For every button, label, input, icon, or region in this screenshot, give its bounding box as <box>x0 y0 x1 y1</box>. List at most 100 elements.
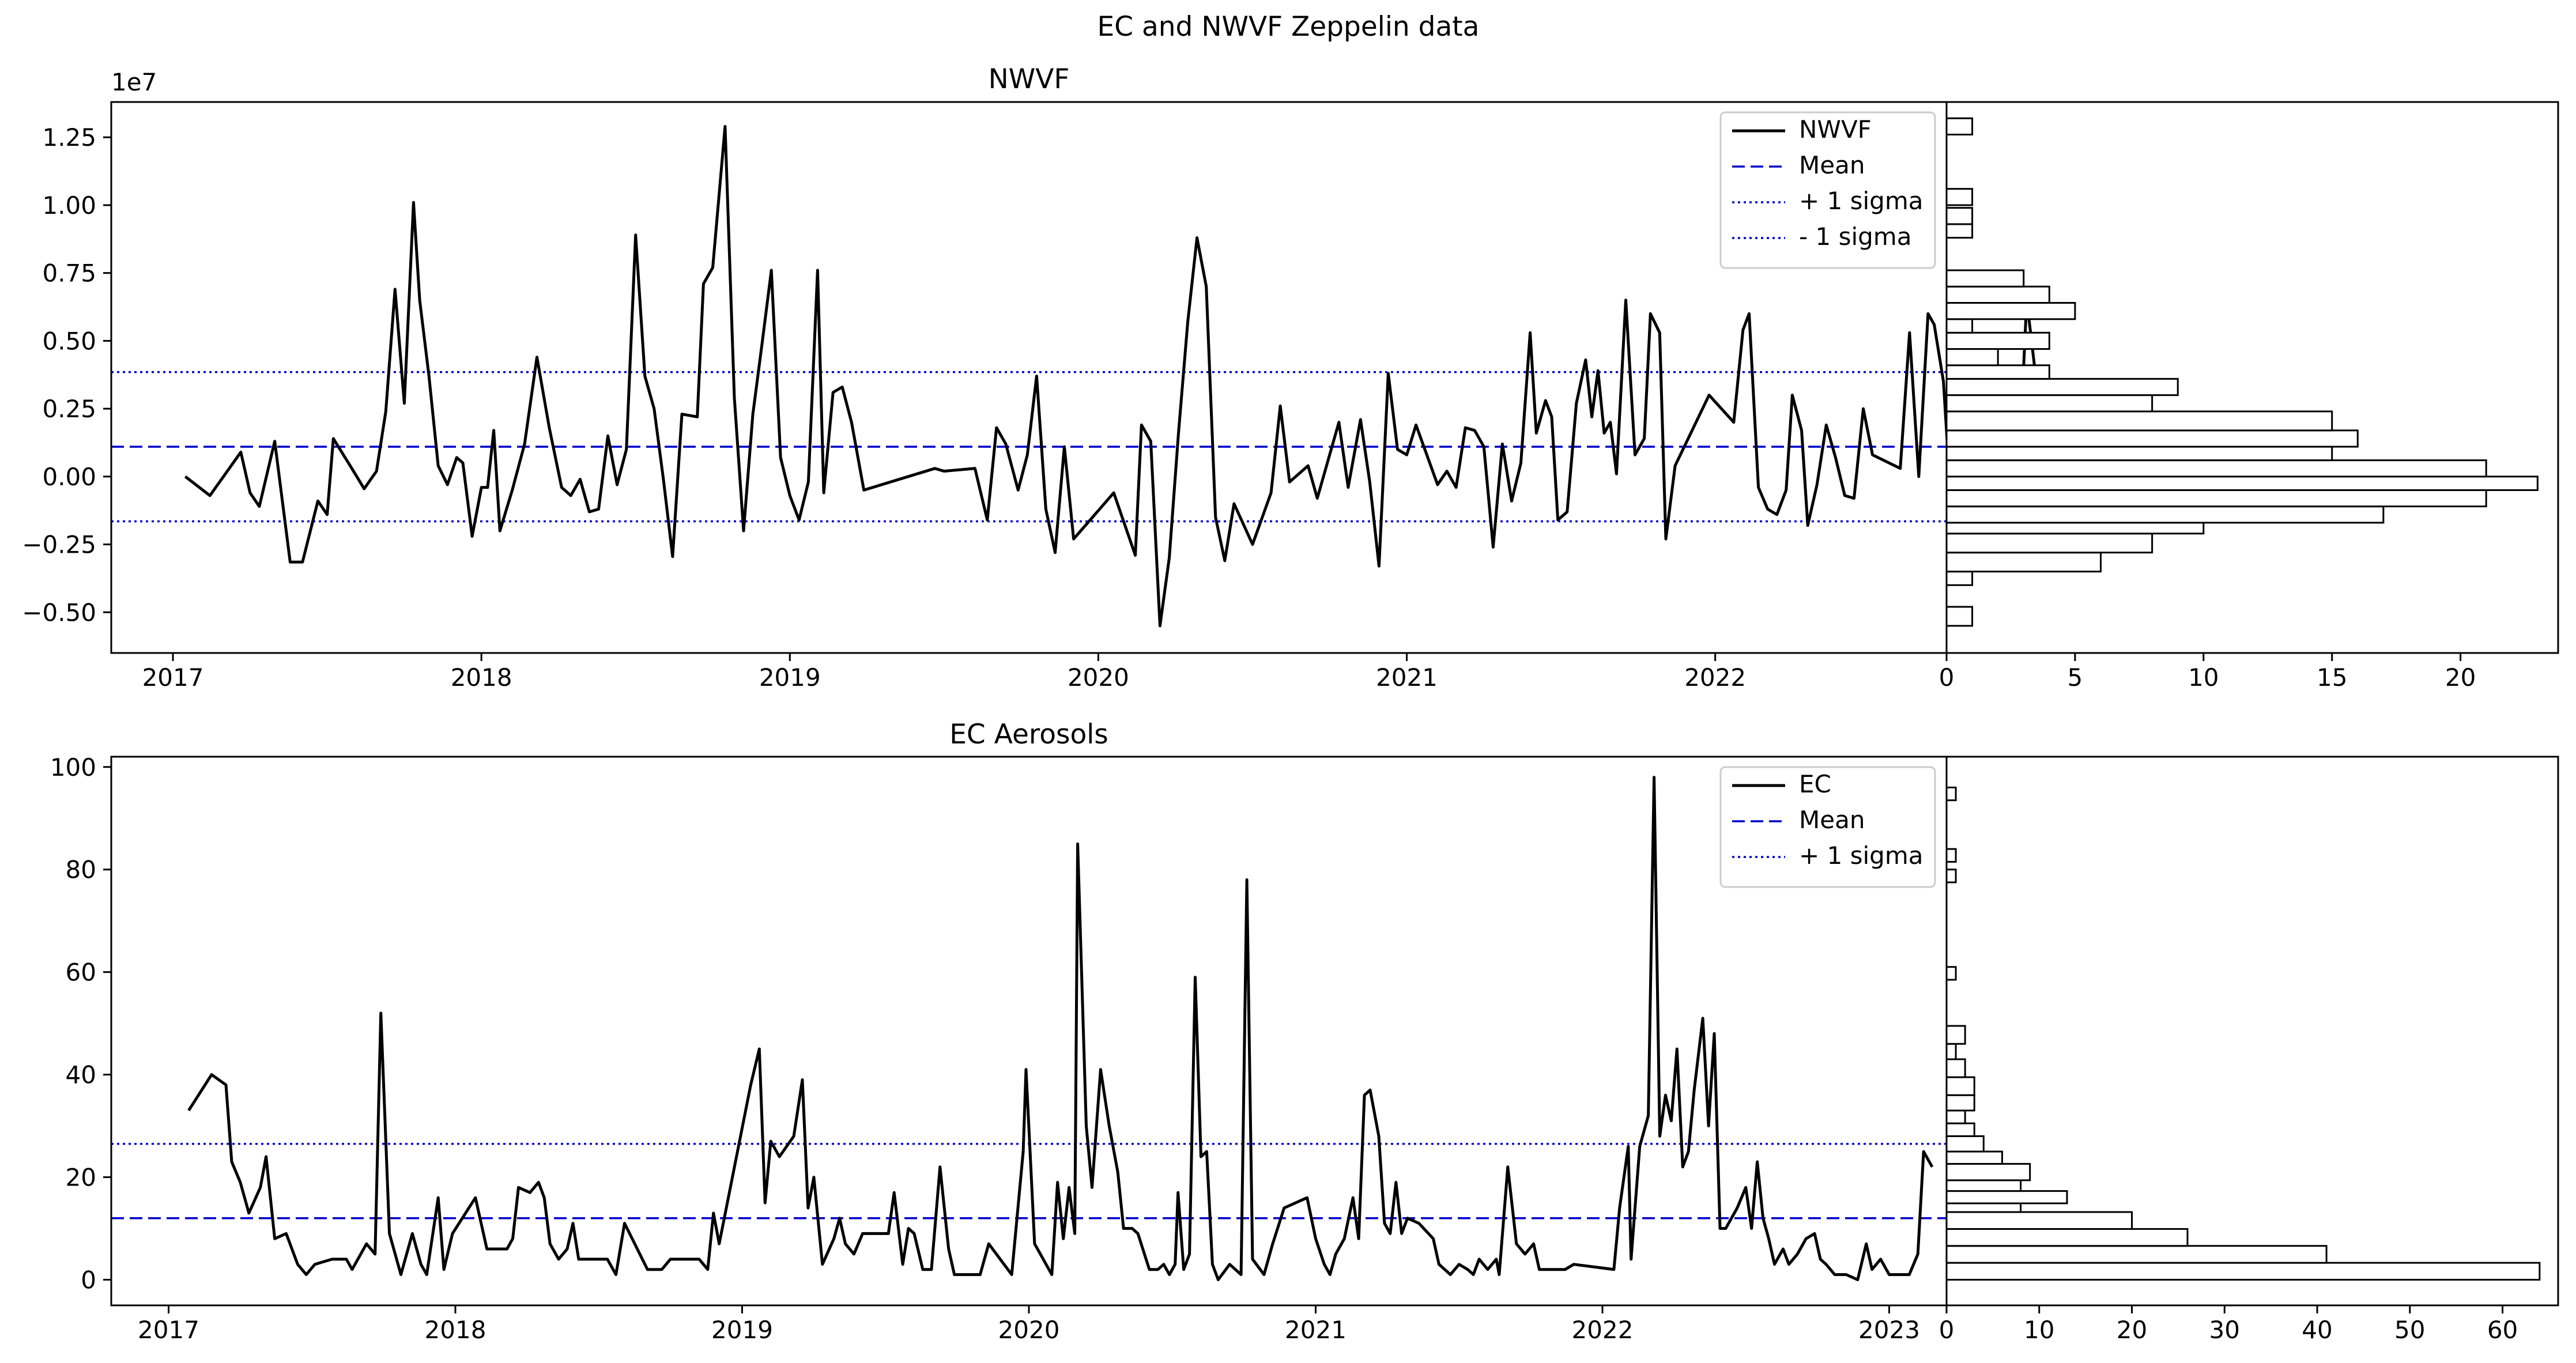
histogram-x-tick-label: 0 <box>1939 663 1955 692</box>
legend-label: EC <box>1799 770 1831 798</box>
histogram-bar <box>1945 269 2025 288</box>
histogram-x-tick-label: 10 <box>2188 663 2219 692</box>
x-tick-label: 2018 <box>425 1316 486 1344</box>
histogram-bar <box>1945 223 1974 239</box>
histogram-bar <box>1945 207 1974 225</box>
histogram-bar <box>1945 869 1957 884</box>
y-tick-label: −0.25 <box>22 531 96 559</box>
histogram-bar <box>1945 429 2359 448</box>
y-tick-label: 60 <box>66 958 96 987</box>
histogram-bar <box>1945 1122 1975 1137</box>
histogram-x-tick-label: 20 <box>2117 1316 2147 1344</box>
histogram-bar <box>1945 410 2333 432</box>
histogram-bar <box>1945 475 2539 491</box>
histogram-bar <box>1945 533 2153 554</box>
y-tick-label: 0.50 <box>42 327 96 355</box>
panel-1: NWVF 2017 2018 2019 2020 2021 2022 −0.50 −0.25 0.… <box>22 63 2559 692</box>
histogram-x-tick-label: 10 <box>2024 1316 2054 1344</box>
histogram-bar <box>1945 1245 2328 1264</box>
y-tick-label: 1.25 <box>42 123 96 152</box>
legend: EC Mean + 1 sigma <box>1719 766 1936 888</box>
histogram-bar <box>1945 377 2179 397</box>
histogram-bar <box>1945 1211 2133 1230</box>
histogram-bar <box>1945 1094 1975 1112</box>
legend-label: + 1 sigma <box>1799 841 1923 870</box>
histogram-bar <box>1945 1058 1966 1078</box>
histogram-bar <box>1945 445 2333 462</box>
histogram-x-tick-label: 20 <box>2445 663 2476 692</box>
histogram-x-tick-label: 60 <box>2487 1316 2518 1344</box>
x-tick-label: 2019 <box>711 1316 773 1344</box>
histogram-bar <box>1945 348 1999 367</box>
histogram-bar <box>1945 606 1974 627</box>
histogram-bar <box>1945 117 1974 136</box>
x-tick-label: 2018 <box>451 663 512 692</box>
histogram-bar <box>1945 1025 1966 1045</box>
histogram-bar <box>1945 1043 1957 1060</box>
legend-label: - 1 sigma <box>1799 222 1911 251</box>
histogram-x-tick-label: 15 <box>2317 663 2347 692</box>
histogram-bar <box>1945 1202 2022 1213</box>
x-tick-label: 2019 <box>759 663 821 692</box>
histogram-x-tick-label: 50 <box>2394 1316 2425 1344</box>
histogram-bar <box>1945 1150 2003 1165</box>
y-tick-label: −0.50 <box>22 598 96 626</box>
x-tick-label: 2021 <box>1376 663 1438 692</box>
histogram-bar <box>1945 571 1974 586</box>
histogram-bar <box>1945 459 2487 478</box>
histogram-bar <box>1945 786 1957 802</box>
histogram-axes-frame <box>1945 756 2559 1307</box>
histogram-bar <box>1945 848 1957 863</box>
legend-label: + 1 sigma <box>1799 187 1923 215</box>
panel-title: NWVF <box>989 63 1070 95</box>
x-tick-label: 2022 <box>1572 1316 1634 1344</box>
histogram-bar <box>1945 489 2487 508</box>
x-tick-label: 2023 <box>1858 1316 1920 1344</box>
histogram-bar <box>1945 1162 2031 1181</box>
x-tick-label: 2021 <box>1285 1316 1347 1344</box>
y-offset-label: 1e7 <box>111 68 157 96</box>
legend: NWVF Mean + 1 sigma - 1 sigma <box>1719 111 1936 269</box>
legend-frame <box>1719 111 1936 269</box>
x-tick-label: 2017 <box>138 1316 199 1344</box>
histogram-bar <box>1945 1076 1975 1096</box>
histogram-bar <box>1945 1228 2189 1247</box>
histogram-bar <box>1945 364 2050 380</box>
y-tick-label: 80 <box>66 856 96 884</box>
histogram-bar <box>1945 1179 2022 1192</box>
x-tick-label: 2020 <box>1068 663 1129 692</box>
histogram-bar <box>1945 318 1974 334</box>
y-tick-label: 1.00 <box>42 191 96 220</box>
histogram-x-tick-label: 0 <box>1939 1316 1955 1344</box>
histogram-bar <box>1945 966 1957 981</box>
histogram-axes-frame <box>1945 101 2559 654</box>
figure-title: EC and NWVF Zeppelin data <box>1097 11 1480 43</box>
histogram-bar <box>1945 285 2050 304</box>
histogram-bar <box>1945 522 2205 535</box>
histogram-bar <box>1945 301 2076 320</box>
series-line-ec <box>187 776 1934 1281</box>
x-tick-label: 2020 <box>998 1316 1060 1344</box>
y-tick-label: 0.25 <box>42 395 96 423</box>
histogram-bar <box>1945 1190 2068 1205</box>
histogram-x-tick-label: 5 <box>2068 663 2083 692</box>
histogram-bar <box>1945 1109 1966 1124</box>
y-tick-label: 20 <box>66 1164 96 1192</box>
y-tick-label: 40 <box>66 1061 96 1089</box>
x-tick-label: 2017 <box>142 663 204 692</box>
y-tick-label: 0.00 <box>42 463 96 491</box>
histogram-bar <box>1945 188 1974 206</box>
series-line-nwvf <box>184 124 2075 628</box>
histogram-bar <box>1945 505 2385 524</box>
histogram-bar <box>1945 552 2102 573</box>
histogram-bar <box>1945 1135 1985 1153</box>
histogram-x-tick-label: 30 <box>2209 1316 2240 1344</box>
x-tick-label: 2022 <box>1684 663 1746 692</box>
legend-label: NWVF <box>1799 115 1872 144</box>
legend-label: Mean <box>1799 151 1865 179</box>
histogram-bar <box>1945 1262 2541 1281</box>
y-tick-label: 100 <box>50 753 96 781</box>
panel-title: EC Aerosols <box>949 719 1108 750</box>
